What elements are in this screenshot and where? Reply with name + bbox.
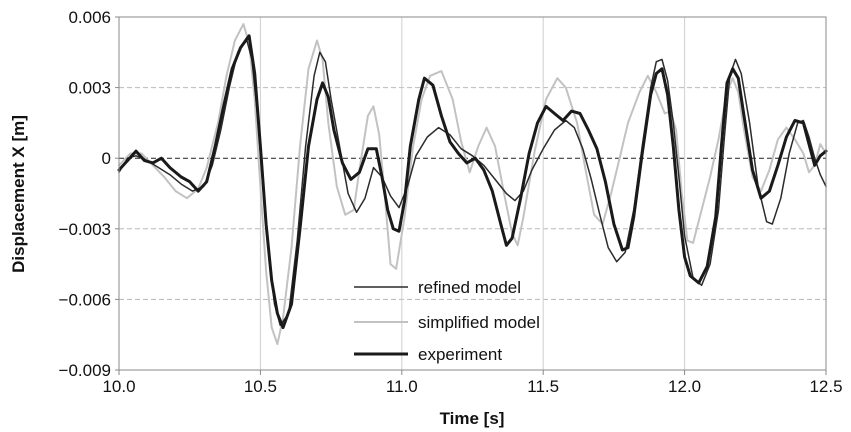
legend-label-simplified-model: simplified model (418, 313, 540, 332)
plot-frame (118, 16, 827, 371)
y-axis-title: Displacement X [m] (9, 115, 28, 273)
y-tick-label: 0.006 (68, 8, 111, 27)
x-tick-label: 12.0 (668, 377, 701, 396)
x-tick-label: 10.0 (102, 377, 135, 396)
tick-labels: −0.009 −0.006 −0.003 0 0.003 0.006 10.0 10.5 11.… (59, 8, 843, 396)
legend: refined model simplified model experiment (354, 278, 540, 364)
y-tick-label: −0.006 (59, 290, 111, 309)
y-tick-label: −0.003 (59, 220, 111, 239)
series-line-simplified-model (118, 23, 827, 346)
plot-area (119, 17, 826, 370)
series-lines (117, 23, 828, 346)
x-tick-label: 11.0 (386, 377, 418, 396)
x-axis-title: Time [s] (440, 409, 505, 428)
legend-label-refined-model: refined model (418, 278, 521, 297)
legend-label-experiment: experiment (418, 345, 502, 364)
x-tick-label: 11.5 (527, 377, 559, 396)
y-tick-label: −0.009 (59, 361, 111, 380)
x-tick-label: 12.5 (809, 377, 842, 396)
y-tick-label: 0.003 (68, 79, 111, 98)
y-tick-label: 0 (102, 149, 111, 168)
x-tick-label: 10.5 (244, 377, 277, 396)
series-line-experiment (117, 34, 828, 330)
